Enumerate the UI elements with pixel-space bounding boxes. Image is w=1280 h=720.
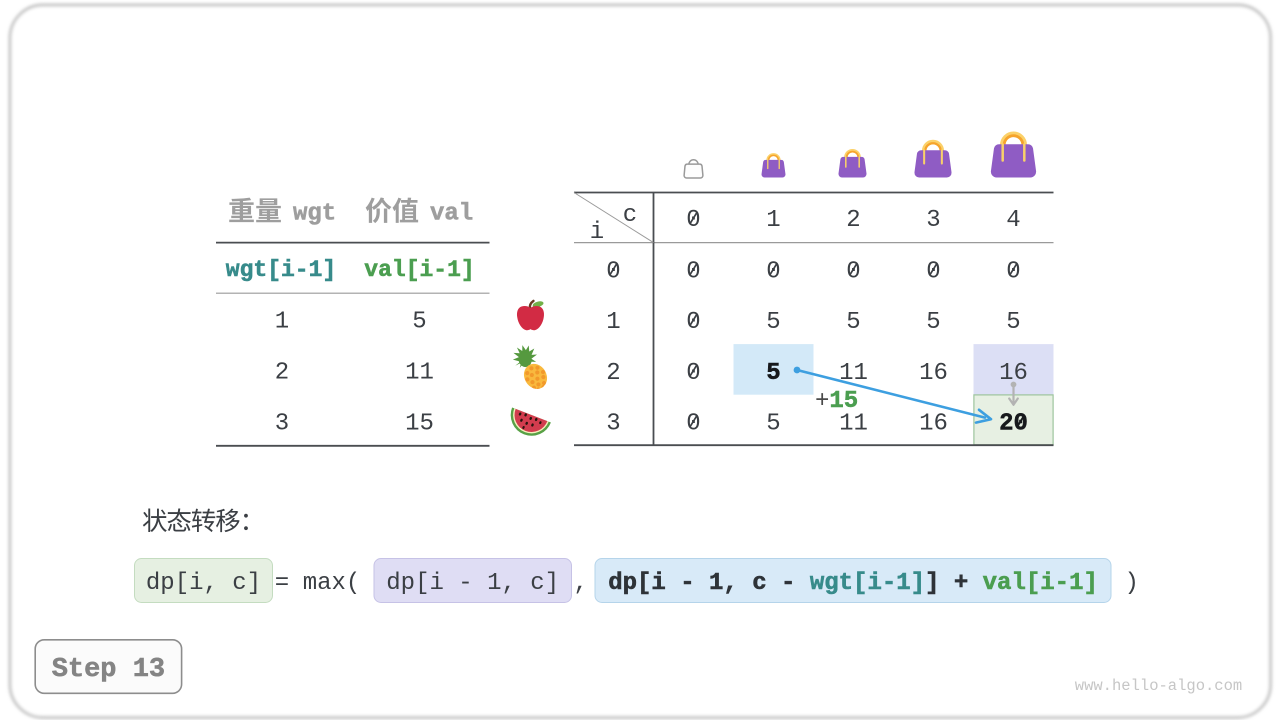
svg-text:11: 11 bbox=[405, 360, 434, 387]
svg-text:2: 2 bbox=[606, 360, 620, 387]
svg-text:=: = bbox=[275, 570, 289, 597]
svg-text:0: 0 bbox=[686, 309, 700, 336]
svg-text:4: 4 bbox=[1006, 207, 1020, 234]
svg-text:wgt: wgt bbox=[293, 201, 336, 228]
svg-text:0: 0 bbox=[1006, 259, 1020, 286]
svg-text:0: 0 bbox=[606, 259, 620, 286]
svg-text:11: 11 bbox=[839, 411, 868, 438]
svg-text:5: 5 bbox=[846, 309, 860, 336]
svg-text:5: 5 bbox=[926, 309, 940, 336]
svg-text:5: 5 bbox=[766, 360, 780, 387]
svg-text:dp[i, c]: dp[i, c] bbox=[146, 570, 261, 597]
svg-text:0: 0 bbox=[686, 360, 700, 387]
svg-text:1: 1 bbox=[275, 309, 289, 336]
svg-text:dp[i - 1, c]: dp[i - 1, c] bbox=[386, 570, 559, 597]
svg-text:3: 3 bbox=[926, 207, 940, 234]
svg-text:val[i-1]: val[i-1] bbox=[364, 257, 474, 283]
svg-text:5: 5 bbox=[766, 309, 780, 336]
svg-text:i: i bbox=[590, 219, 604, 246]
svg-text:5: 5 bbox=[412, 309, 426, 336]
svg-text:c: c bbox=[623, 202, 637, 229]
svg-text:www.hello-algo.com: www.hello-algo.com bbox=[1075, 677, 1242, 695]
svg-text:3: 3 bbox=[606, 411, 620, 438]
svg-text:2: 2 bbox=[275, 360, 289, 387]
svg-text:wgt[i-1]: wgt[i-1] bbox=[226, 257, 336, 283]
svg-text:1: 1 bbox=[766, 207, 780, 234]
svg-text:dp[i - 1, c - wgt[i-1]] + val[: dp[i - 1, c - wgt[i-1]] + val[i-1] bbox=[608, 570, 1098, 597]
svg-text:0: 0 bbox=[686, 207, 700, 234]
svg-text:20: 20 bbox=[999, 411, 1028, 438]
svg-text:): ) bbox=[1124, 570, 1138, 597]
svg-text:+15: +15 bbox=[815, 388, 858, 415]
svg-text:val: val bbox=[430, 201, 473, 228]
svg-text:0: 0 bbox=[766, 259, 780, 286]
svg-text:Step 13: Step 13 bbox=[52, 655, 165, 685]
svg-text:0: 0 bbox=[686, 259, 700, 286]
svg-text:15: 15 bbox=[405, 411, 434, 438]
svg-text:0: 0 bbox=[686, 411, 700, 438]
svg-text:1: 1 bbox=[606, 309, 620, 336]
svg-text:3: 3 bbox=[275, 411, 289, 438]
svg-text:16: 16 bbox=[919, 411, 948, 438]
svg-text:max(: max( bbox=[303, 570, 361, 597]
svg-text:5: 5 bbox=[766, 411, 780, 438]
svg-text:16: 16 bbox=[919, 360, 948, 387]
svg-text:5: 5 bbox=[1006, 309, 1020, 336]
svg-text:,: , bbox=[573, 570, 587, 597]
svg-text:0: 0 bbox=[846, 259, 860, 286]
svg-text:0: 0 bbox=[926, 259, 940, 286]
svg-text:2: 2 bbox=[846, 207, 860, 234]
